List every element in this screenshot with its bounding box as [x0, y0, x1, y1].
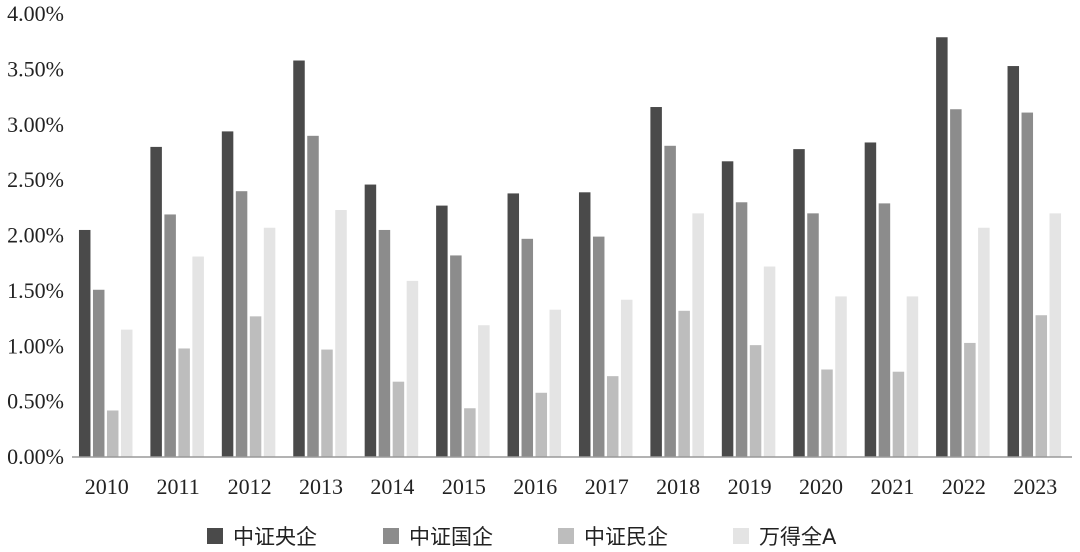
bar-2013-中证民企	[321, 349, 333, 457]
bar-2016-中证央企	[507, 193, 520, 458]
bar-2018-万得全A	[692, 213, 704, 457]
legend-swatch	[558, 528, 574, 544]
y-tick-label: 1.50%	[7, 278, 64, 303]
bar-2011-万得全A	[192, 256, 204, 457]
bar-2013-万得全A	[335, 210, 347, 457]
bar-2023-中证民企	[1035, 315, 1048, 457]
bar-2011-中证民企	[178, 348, 190, 457]
bar-2012-万得全A	[263, 227, 276, 457]
x-tick-label: 2010	[85, 474, 129, 499]
bar-2014-万得全A	[406, 280, 419, 457]
y-tick-label: 0.50%	[7, 389, 64, 414]
bar-2013-中证国企	[307, 135, 319, 457]
x-tick-label: 2017	[585, 474, 629, 499]
bar-2020-中证央企	[793, 149, 805, 458]
x-tick-label: 2020	[799, 474, 843, 499]
bar-2019-中证央企	[721, 161, 734, 458]
x-tick-label: 2012	[228, 474, 272, 499]
bar-2014-中证国企	[378, 229, 391, 457]
legend-label: 中证央企	[233, 525, 317, 549]
bar-2016-万得全A	[549, 309, 562, 457]
bar-2015-中证央企	[436, 205, 448, 457]
bar-2015-中证民企	[464, 408, 476, 457]
bar-2012-中证国企	[235, 191, 248, 457]
x-tick-label: 2019	[728, 474, 772, 499]
x-tick-label: 2021	[870, 474, 914, 499]
bars-group	[78, 37, 1062, 458]
bar-2021-中证央企	[864, 142, 877, 457]
x-tick-label: 2013	[299, 474, 343, 499]
bar-2016-中证民企	[535, 392, 548, 457]
y-axis-tick-labels: 0.00% 0.50% 1.00% 1.50% 2.00% 2.50% 3.00% 3.50%…	[7, 1, 64, 469]
bar-2015-中证国企	[450, 255, 462, 457]
bar-2010-中证民企	[106, 410, 119, 457]
bar-2019-万得全A	[763, 266, 776, 457]
x-tick-label: 2011	[157, 474, 200, 499]
legend-label: 中证民企	[584, 525, 668, 549]
legend-swatch	[207, 528, 223, 544]
bar-2019-中证国企	[735, 202, 748, 457]
legend-label: 万得全A	[759, 525, 837, 549]
bar-2020-中证民企	[821, 369, 833, 457]
bar-2010-中证央企	[78, 229, 91, 457]
x-tick-label: 2015	[442, 474, 486, 499]
bar-2012-中证民企	[249, 316, 262, 457]
y-tick-label: 3.00%	[7, 112, 64, 137]
x-tick-label: 2023	[1013, 474, 1057, 499]
y-tick-label: 2.50%	[7, 167, 64, 192]
bar-2018-中证央企	[650, 107, 662, 457]
y-tick-label: 2.00%	[7, 223, 64, 248]
bar-2018-中证民企	[678, 310, 690, 457]
y-tick-label: 3.50%	[7, 56, 64, 81]
legend-swatch	[383, 528, 399, 544]
bar-2010-万得全A	[120, 329, 133, 457]
bar-2022-万得全A	[978, 227, 990, 457]
legend-label: 中证国企	[409, 525, 493, 549]
x-tick-label: 2014	[370, 474, 414, 499]
bar-2017-中证民企	[606, 376, 619, 457]
bar-2011-中证国企	[164, 214, 176, 457]
y-tick-label: 0.00%	[7, 444, 64, 469]
bar-2010-中证国企	[92, 289, 105, 457]
bar-2017-中证国企	[592, 236, 605, 457]
bar-2015-万得全A	[478, 325, 490, 457]
bar-2021-万得全A	[906, 296, 919, 457]
bar-2012-中证央企	[221, 131, 234, 457]
bar-2011-中证央企	[150, 146, 162, 457]
x-tick-label: 2022	[942, 474, 986, 499]
bar-2018-中证国企	[664, 145, 676, 458]
x-axis-tick-labels: 2010 2011 2012 2013 2014 2015 2016 2017 2018 2019…	[85, 474, 1058, 499]
x-tick-label: 2018	[656, 474, 700, 499]
bar-2023-万得全A	[1049, 213, 1062, 457]
bar-2023-中证央企	[1007, 66, 1020, 458]
y-tick-label: 4.00%	[7, 1, 64, 26]
bar-2023-中证国企	[1021, 112, 1034, 457]
bar-2017-中证央企	[578, 192, 591, 457]
bar-2020-万得全A	[835, 296, 847, 457]
bar-2019-中证民企	[749, 345, 762, 457]
bar-2013-中证央企	[293, 60, 305, 457]
bar-2021-中证国企	[878, 203, 891, 457]
bar-2021-中证民企	[892, 371, 905, 457]
bar-2020-中证国企	[807, 213, 819, 457]
bar-2022-中证民企	[964, 342, 976, 457]
bar-2014-中证民企	[392, 381, 405, 457]
bar-2016-中证国企	[521, 238, 534, 457]
bar-2014-中证央企	[364, 184, 377, 457]
x-tick-label: 2016	[513, 474, 557, 499]
y-tick-label: 1.00%	[7, 333, 64, 358]
bar-2017-万得全A	[620, 299, 633, 457]
bar-2022-中证国企	[950, 109, 962, 458]
bar-2022-中证央企	[936, 37, 948, 457]
legend: 中证央企 中证国企 中证民企 万得全A	[207, 525, 837, 549]
legend-swatch	[733, 528, 749, 544]
